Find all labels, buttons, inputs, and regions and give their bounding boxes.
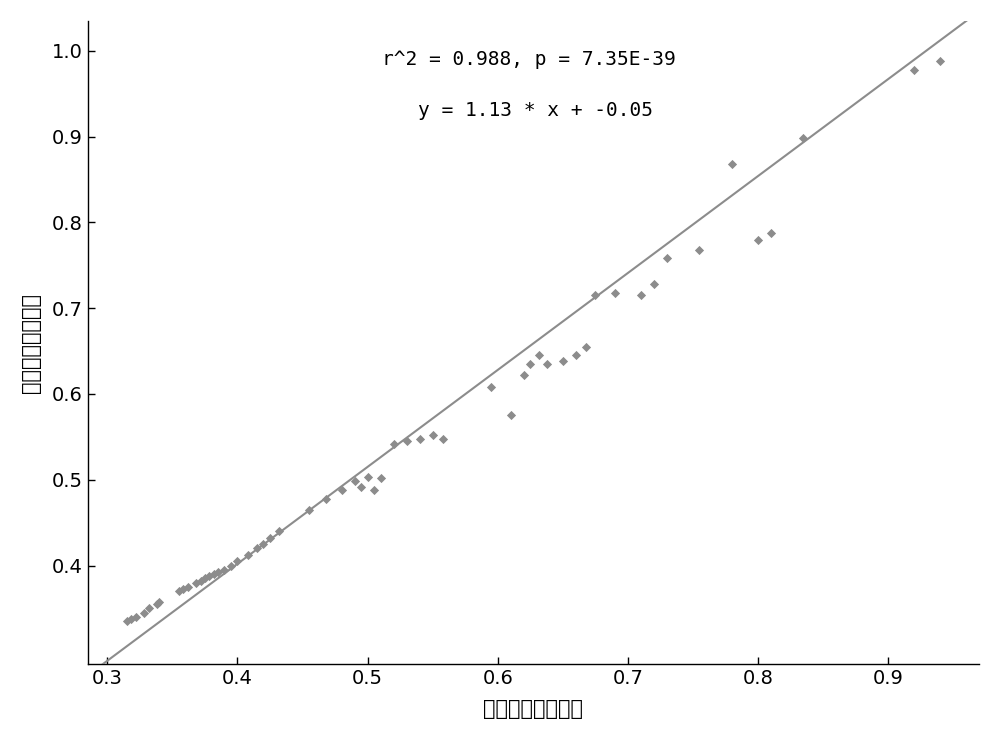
Text: r^2 = 0.988, p = 7.35E-39: r^2 = 0.988, p = 7.35E-39 [382,50,676,69]
Point [201,570,217,582]
Point [906,64,922,75]
Point [301,504,317,516]
Point [539,358,555,370]
Point [262,532,278,544]
Point [318,493,334,505]
Point [255,538,271,550]
Point [206,568,222,580]
Point [435,433,451,445]
Point [633,289,649,301]
Point [724,158,740,170]
Point [399,435,415,447]
X-axis label: 预测每月存活概率: 预测每月存活概率 [483,699,583,719]
Point [210,567,226,579]
Point [347,476,363,488]
Point [516,369,532,381]
Point [607,287,623,299]
Point [425,429,441,441]
Point [223,559,239,571]
Point [353,481,369,493]
Point [136,607,152,619]
Point [180,581,196,593]
Point [386,438,402,450]
Point [334,484,350,496]
Point [932,56,948,67]
Point [151,596,167,608]
Point [659,252,675,264]
Point [171,585,187,597]
Point [123,613,139,625]
Point [128,611,144,623]
Point [578,341,594,353]
Point [373,472,389,484]
Point [750,234,766,246]
Point [229,555,245,567]
Point [197,573,213,585]
Text: y = 1.13 * x + -0.05: y = 1.13 * x + -0.05 [418,101,653,121]
Point [691,244,707,256]
Point [240,549,256,561]
Point [366,484,382,496]
Point [149,598,165,610]
Point [271,525,287,537]
Point [795,132,811,144]
Point [555,355,571,367]
Point [175,583,191,595]
Point [587,289,603,301]
Point [531,349,547,361]
Point [522,358,538,370]
Point [646,278,662,290]
Point [119,616,135,628]
Point [216,564,232,576]
Point [568,349,584,361]
Point [193,575,209,587]
Point [483,381,499,393]
Point [249,542,265,554]
Point [141,602,157,614]
Point [188,576,204,588]
Point [503,409,519,421]
Point [360,471,376,483]
Point [763,226,779,238]
Point [412,433,428,445]
Y-axis label: 实际每月存活概率: 实际每月存活概率 [21,292,41,392]
